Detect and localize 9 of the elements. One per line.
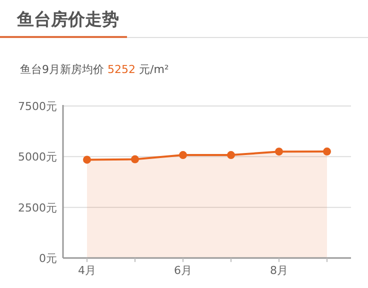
xtick: 8月 <box>270 264 288 277</box>
ytick: 2500元 <box>18 201 57 214</box>
ytick: 5000元 <box>18 150 57 164</box>
ytick: 7500元 <box>18 100 57 113</box>
xtick: 6月 <box>174 264 192 277</box>
subtitle: 鱼台9月新房均价 5252 元/m² <box>20 62 169 77</box>
xtick: 4月 <box>78 264 96 277</box>
title: 鱼台房价走势 <box>17 9 119 31</box>
ytick: 0元 <box>39 252 57 265</box>
